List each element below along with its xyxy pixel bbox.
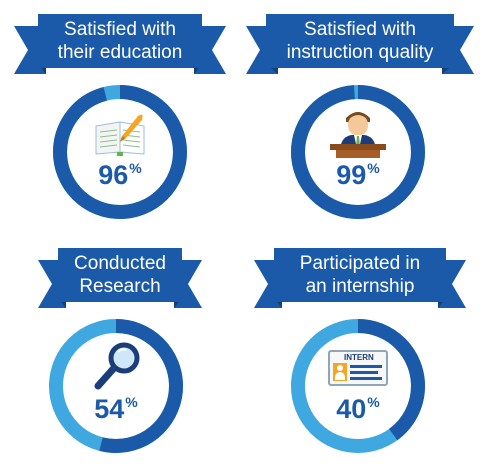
- title-line-1: Conducted: [74, 253, 166, 274]
- percent-number: 54: [94, 394, 125, 424]
- percentage-value: 99%: [290, 160, 426, 191]
- progress-ring: 99%: [290, 84, 426, 220]
- stat-card-internship: Participated in an internship INTERN 40%: [240, 234, 480, 467]
- title-banner: Participated in an internship: [240, 234, 480, 314]
- percent-number: 96: [98, 160, 129, 190]
- teacher-at-podium-icon: [330, 112, 386, 158]
- percent-sign: %: [367, 160, 380, 176]
- percent-number: 40: [336, 394, 367, 424]
- title-line-2: an internship: [305, 276, 415, 297]
- title-banner: Satisfied with their education: [0, 0, 240, 80]
- intern-badge-icon: INTERN: [328, 350, 388, 386]
- notebook-pen-icon: [95, 114, 145, 156]
- progress-ring: 96%: [52, 84, 188, 220]
- stat-card-education: Satisfied with their education 96%: [0, 0, 240, 233]
- percent-sign: %: [367, 394, 380, 410]
- banner-title: Conducted Research: [58, 252, 182, 298]
- title-line-1: Satisfied with: [64, 19, 176, 40]
- progress-ring: INTERN 40%: [290, 318, 426, 454]
- percentage-value: 54%: [48, 394, 184, 425]
- percentage-value: 40%: [290, 394, 426, 425]
- banner-title: Satisfied with their education: [38, 18, 202, 64]
- photo-placeholder: [333, 363, 347, 381]
- title-line-2: their education: [57, 42, 183, 63]
- title-line-1: Participated in: [299, 253, 421, 274]
- percent-number: 99: [336, 160, 367, 190]
- stat-card-instruction: Satisfied with instruction quality 99%: [240, 0, 480, 233]
- title-line-2: Research: [79, 276, 161, 297]
- percentage-value: 96%: [52, 160, 188, 191]
- percent-sign: %: [129, 160, 142, 176]
- magnifying-glass-icon: [94, 342, 140, 390]
- badge-label: INTERN: [344, 353, 374, 362]
- progress-ring: 54%: [48, 318, 184, 454]
- banner-title: Participated in an internship: [274, 252, 446, 298]
- percent-sign: %: [125, 394, 138, 410]
- title-line-2: instruction quality: [286, 42, 434, 63]
- title-banner: Conducted Research: [0, 234, 240, 314]
- banner-title: Satisfied with instruction quality: [266, 18, 454, 64]
- title-banner: Satisfied with instruction quality: [240, 0, 480, 80]
- title-line-1: Satisfied with: [304, 19, 416, 40]
- stat-card-research: Conducted Research 54%: [0, 234, 240, 467]
